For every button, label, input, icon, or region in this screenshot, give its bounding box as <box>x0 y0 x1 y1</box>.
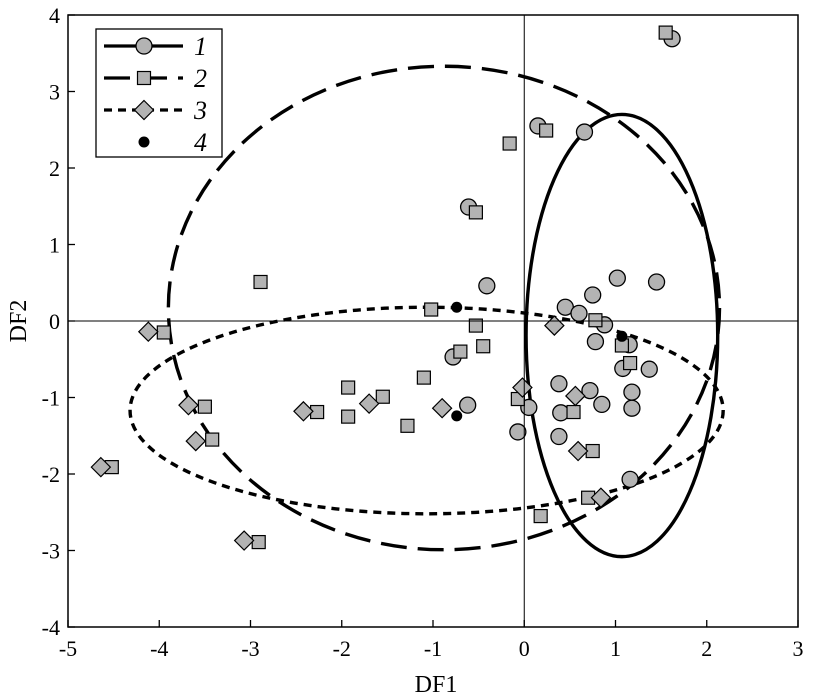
point-group-2 <box>622 355 638 371</box>
point-group-2 <box>476 339 491 354</box>
ellipse-group-1 <box>524 112 720 559</box>
y-tick-label: -2 <box>42 462 60 487</box>
point-group-1 <box>509 423 527 441</box>
point-group-1 <box>623 399 641 417</box>
point-group-2 <box>375 389 390 404</box>
point-group-2 <box>566 404 581 420</box>
point-group-2 <box>251 534 266 550</box>
point-group-1 <box>584 286 602 304</box>
point-group-3 <box>233 530 255 551</box>
point-group-2 <box>205 432 220 447</box>
point-group-1 <box>608 269 626 287</box>
x-tick-label: -2 <box>333 636 351 661</box>
y-tick-label: 4 <box>49 3 60 28</box>
legend-label-2: 2 <box>194 64 207 93</box>
legend-marker-3 <box>133 99 155 121</box>
point-group-1 <box>586 333 605 351</box>
point-group-1 <box>550 427 568 446</box>
legend-box <box>95 28 223 158</box>
point-group-2 <box>588 313 603 328</box>
legend-marker-2 <box>136 70 152 86</box>
y-tick-label: -4 <box>42 615 60 640</box>
x-axis-label: DF1 <box>415 672 458 698</box>
y-axis-label: DF2 <box>6 300 32 343</box>
point-group-3 <box>544 315 565 336</box>
point-group-2 <box>658 25 673 40</box>
y-tick-label: 2 <box>49 156 60 181</box>
point-group-2 <box>468 205 483 220</box>
point-group-2 <box>253 274 268 290</box>
point-group-1 <box>593 395 611 414</box>
point-group-1 <box>478 277 496 295</box>
point-group-1 <box>640 360 658 378</box>
point-group-2 <box>400 418 415 433</box>
point-group-3 <box>293 400 314 422</box>
point-group-4 <box>451 410 463 422</box>
point-group-2 <box>539 123 554 138</box>
x-tick-label: 2 <box>701 636 712 661</box>
point-group-3 <box>565 385 586 407</box>
point-group-2 <box>424 302 439 317</box>
x-tick-label: -3 <box>241 636 259 661</box>
point-group-2 <box>453 344 468 359</box>
ellipse-group-2 <box>166 64 722 552</box>
point-group-3 <box>137 321 159 343</box>
legend-marker-1 <box>135 37 153 55</box>
y-tick-label: -3 <box>42 539 60 564</box>
x-tick-label: 0 <box>519 636 530 661</box>
point-group-2 <box>468 318 483 333</box>
x-tick-label: 3 <box>793 636 804 661</box>
point-group-1 <box>623 383 641 401</box>
point-group-2 <box>341 380 356 395</box>
legend: 1 2 3 4 <box>95 28 223 158</box>
point-group-3 <box>185 430 207 452</box>
point-group-1 <box>621 470 639 489</box>
x-tick-label: -4 <box>150 636 168 661</box>
point-group-3 <box>512 377 533 398</box>
point-group-3 <box>90 456 112 478</box>
point-group-2 <box>533 508 548 524</box>
point-group-2 <box>416 370 431 385</box>
y-tick-label: -1 <box>42 386 60 411</box>
point-group-4 <box>616 330 628 342</box>
point-group-3 <box>590 487 612 509</box>
point-group-1 <box>647 273 666 291</box>
point-group-3 <box>567 440 589 462</box>
point-group-1 <box>570 304 588 323</box>
y-tick-label: 0 <box>49 309 60 334</box>
x-tick-label: -5 <box>59 636 77 661</box>
point-group-2 <box>341 409 356 424</box>
x-tick-label: -1 <box>424 636 442 661</box>
point-group-3 <box>431 397 453 419</box>
x-tick-label: 1 <box>610 636 621 661</box>
point-group-1 <box>581 381 599 400</box>
point-group-1 <box>550 375 568 393</box>
point-group-2 <box>197 399 212 414</box>
point-group-2 <box>156 325 171 340</box>
point-group-3 <box>178 394 199 416</box>
point-group-4 <box>451 301 463 313</box>
point-group-1 <box>552 404 570 422</box>
point-group-3 <box>358 393 380 414</box>
point-group-1 <box>459 396 477 414</box>
point-group-2 <box>502 136 517 151</box>
legend-marker-4 <box>138 136 150 148</box>
y-tick-label: 3 <box>49 80 60 105</box>
legend-label-1: 1 <box>194 32 207 61</box>
legend-label-3: 3 <box>193 96 207 125</box>
legend-label-4: 4 <box>194 128 207 157</box>
point-group-1 <box>575 123 594 141</box>
y-tick-label: 1 <box>49 233 60 258</box>
